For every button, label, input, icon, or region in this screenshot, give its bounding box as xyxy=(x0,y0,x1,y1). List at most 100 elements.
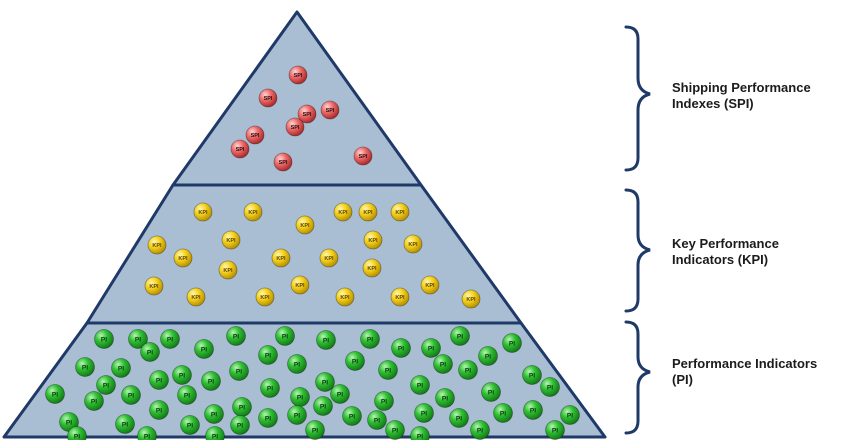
pi-ball-circle xyxy=(493,403,513,423)
pi-ball-text: PI xyxy=(135,336,141,343)
kpi-ball: KPI xyxy=(147,235,167,255)
pi-ball: PI xyxy=(374,391,394,411)
pi-ball: PI xyxy=(180,415,200,435)
kpi-ball: KPI xyxy=(221,230,241,250)
pi-ball: PI xyxy=(201,371,221,391)
pi-ball-text: PI xyxy=(488,389,494,396)
pi-ball: PI xyxy=(137,426,157,440)
kpi-ball-text: KPI xyxy=(178,256,188,262)
kpi-ball-text: KPI xyxy=(260,295,270,301)
spi-ball: SPI xyxy=(230,139,250,159)
pi-ball-text: PI xyxy=(567,412,573,419)
kpi-ball-text: KPI xyxy=(395,210,405,216)
kpi-ball-text: KPI xyxy=(248,210,258,216)
pi-ball: PI xyxy=(385,420,405,440)
pi-ball-circle xyxy=(450,326,470,346)
kpi-ball: KPI xyxy=(255,287,275,307)
pi-ball: PI xyxy=(287,405,307,425)
spi-ball-circle xyxy=(320,100,340,120)
pi-ball: PI xyxy=(290,387,310,407)
pi-ball-text: PI xyxy=(212,433,218,440)
pi-ball-text: PI xyxy=(552,427,558,434)
pi-ball-text: PI xyxy=(337,391,343,398)
pi-ball-text: PI xyxy=(456,415,462,422)
pi-ball-circle xyxy=(342,406,362,426)
pi-ball-circle xyxy=(435,388,455,408)
kpi-ball: KPI xyxy=(363,230,383,250)
pi-ball: PI xyxy=(313,396,333,416)
kpi-ball: KPI xyxy=(295,215,315,235)
pi-ball: PI xyxy=(84,391,104,411)
pi-ball-circle xyxy=(260,378,280,398)
pi-ball: PI xyxy=(410,375,430,395)
kpi-ball: KPI xyxy=(173,248,193,268)
spi-ball-circle xyxy=(245,125,265,145)
pi-ball-circle xyxy=(230,415,250,435)
pi-ball: PI xyxy=(522,365,542,385)
pi-ball-text: PI xyxy=(237,422,243,429)
kpi-ball-circle xyxy=(358,202,378,222)
pi-ball-text: PI xyxy=(530,407,536,414)
kpi-ball-circle xyxy=(403,234,423,254)
kpi-ball: KPI xyxy=(333,202,353,222)
pi-ball-text: PI xyxy=(367,336,373,343)
kpi-ball: KPI xyxy=(186,287,206,307)
pi-ball: PI xyxy=(315,372,335,392)
pi-ball-text: PI xyxy=(233,333,239,340)
pi-ball-text: PI xyxy=(82,364,88,371)
pi-ball-circle xyxy=(433,354,453,374)
pi-ball: PI xyxy=(421,338,441,358)
kpi-ball-text: KPI xyxy=(363,210,373,216)
pi-ball-circle xyxy=(128,329,148,349)
pi-ball-text: PI xyxy=(167,336,173,343)
pi-ball-text: PI xyxy=(236,368,242,375)
pi-ball-circle xyxy=(205,426,225,440)
pi-ball-circle xyxy=(458,360,478,380)
pi-ball: PI xyxy=(96,375,116,395)
pi-ball-text: PI xyxy=(421,410,427,417)
pi-ball: PI xyxy=(67,426,87,440)
pi-ball: PI xyxy=(391,338,411,358)
pi-ball-circle xyxy=(67,426,87,440)
spi-bracket xyxy=(624,25,651,172)
kpi-ball: KPI xyxy=(218,260,238,280)
pi-ball-circle xyxy=(115,414,135,434)
pi-ball: PI xyxy=(229,361,249,381)
kpi-ball-text: KPI xyxy=(300,223,310,229)
pi-ball: PI xyxy=(493,403,513,423)
spi-ball-circle xyxy=(353,146,373,166)
pi-ball: PI xyxy=(149,400,169,420)
spi-ball-text: SPI xyxy=(279,160,288,166)
spi-ball-text: SPI xyxy=(236,147,245,153)
pi-ball-text: PI xyxy=(323,337,329,344)
pi-ball-circle xyxy=(560,405,580,425)
pi-ball-circle xyxy=(45,384,65,404)
kpi-ball-circle xyxy=(390,202,410,222)
pi-ball-text: PI xyxy=(52,391,58,398)
spi-ball-circle xyxy=(288,65,308,85)
pi-ball-circle xyxy=(330,384,350,404)
kpi-ball: KPI xyxy=(193,202,213,222)
pi-ball: PI xyxy=(560,405,580,425)
kpi-ball: KPI xyxy=(390,202,410,222)
kpi-ball-text: KPI xyxy=(466,297,476,303)
kpi-ball: KPI xyxy=(403,234,423,254)
kpi-ball-circle xyxy=(221,230,241,250)
pi-ball-text: PI xyxy=(265,415,271,422)
pi-ball-circle xyxy=(201,371,221,391)
pi-ball: PI xyxy=(94,329,114,349)
kpi-ball-text: KPI xyxy=(198,210,208,216)
pi-ball-text: PI xyxy=(322,379,328,386)
pi-ball: PI xyxy=(45,384,65,404)
pi-ball: PI xyxy=(360,329,380,349)
kpi-ball-circle xyxy=(362,258,382,278)
spi-ball-circle xyxy=(273,152,293,172)
pi-ball-circle xyxy=(140,342,160,362)
pi-ball: PI xyxy=(230,415,250,435)
spi-ball: SPI xyxy=(258,88,278,108)
pi-ball-circle xyxy=(149,370,169,390)
pi-ball-text: PI xyxy=(312,427,318,434)
pi-ball-text: PI xyxy=(101,336,107,343)
pi-ball-text: PI xyxy=(118,365,124,372)
pi-ball-text: PI xyxy=(374,417,380,424)
